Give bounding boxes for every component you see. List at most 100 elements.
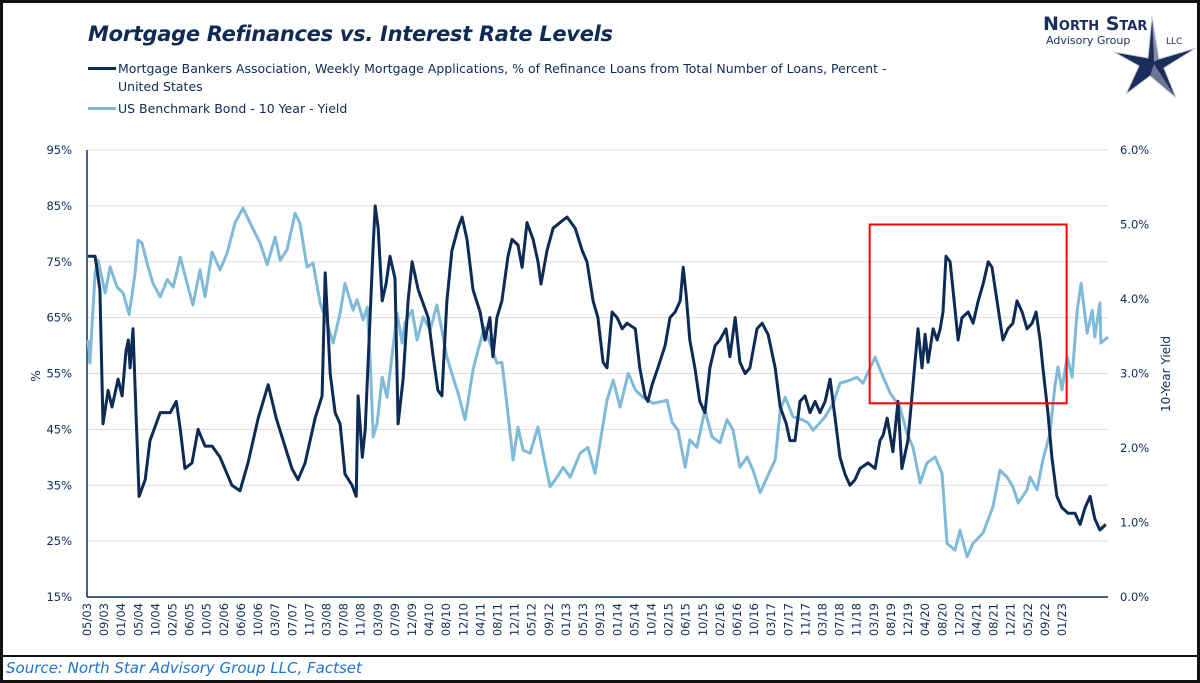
x-tick-label: 12/20 xyxy=(952,603,966,636)
y2-tick-label: 5.0% xyxy=(1120,218,1149,232)
x-tick-label: 03/07 xyxy=(268,603,282,636)
legend-swatch-yield xyxy=(88,107,116,110)
x-tick-label: 07/07 xyxy=(285,603,299,636)
x-tick-label: 03/08 xyxy=(319,603,333,636)
refinance-series-line xyxy=(88,204,1107,532)
x-tick-label: 05/14 xyxy=(627,603,641,636)
yield-series-line xyxy=(86,206,1109,559)
x-tick-label: 01/23 xyxy=(1055,603,1069,636)
x-tick-label: 05/03 xyxy=(80,603,94,636)
logo-subtitle: Advisory Group xyxy=(1046,34,1130,47)
x-tick-label: 11/18 xyxy=(850,603,864,636)
x-tick-label: 08/10 xyxy=(439,603,453,636)
x-tick-label: 03/09 xyxy=(371,603,385,636)
y2-tick-label: 4.0% xyxy=(1120,292,1149,306)
logo-llc: LLC xyxy=(1166,37,1182,47)
x-tick-label: 12/10 xyxy=(456,603,470,636)
x-tick-label: 06/15 xyxy=(679,603,693,636)
y-tick-label: 45% xyxy=(46,422,72,436)
x-tick-label: 11/07 xyxy=(302,603,316,636)
legend: Mortgage Bankers Association, Weekly Mor… xyxy=(88,60,918,122)
tick-labels: 95% 85% 75% 65% 55% 45% 35% 25% 15% 6.0% 5.0% 4.0% 3… xyxy=(46,143,1149,636)
x-tick-label: 08/19 xyxy=(884,603,898,636)
x-tick-label: 02/05 xyxy=(166,603,180,636)
y-tick-label: 75% xyxy=(46,255,72,269)
y-tick-label: 55% xyxy=(46,367,72,381)
x-tick-label: 04/20 xyxy=(918,603,932,636)
x-tick-label: 09/22 xyxy=(1038,603,1052,636)
x-tick-label: 07/17 xyxy=(781,603,795,636)
x-tick-label: 11/17 xyxy=(798,603,812,636)
x-tick-label: 01/14 xyxy=(610,603,624,636)
x-tick-label: 08/20 xyxy=(935,603,949,636)
legend-item-yield: US Benchmark Bond - 10 Year - Yield xyxy=(88,100,918,118)
y-axis-label: % xyxy=(29,370,43,381)
logo-name: North Star xyxy=(1043,13,1147,35)
y-tick-label: 25% xyxy=(46,534,72,548)
axes xyxy=(86,150,1108,598)
x-tick-label: 02/16 xyxy=(713,603,727,636)
x-tick-label: 11/08 xyxy=(354,603,368,636)
x-tick-label: 03/17 xyxy=(764,603,778,636)
x-tick-label: 05/12 xyxy=(525,603,539,636)
x-tick-label: 04/10 xyxy=(422,603,436,636)
x-tick-label: 10/06 xyxy=(251,603,265,636)
y2-tick-label: 3.0% xyxy=(1120,367,1149,381)
x-tick-label: 02/15 xyxy=(662,603,676,636)
highlight-box xyxy=(868,223,1068,405)
y-tick-label: 35% xyxy=(46,478,72,492)
x-tick-label: 12/19 xyxy=(901,603,915,636)
x-tick-label: 05/04 xyxy=(131,603,145,636)
x-tick-label: 08/21 xyxy=(987,603,1001,636)
x-tick-label: 03/18 xyxy=(816,603,830,636)
y2-axis-label: 10-Year Yield xyxy=(1159,336,1173,412)
x-tick-label: 07/18 xyxy=(833,603,847,636)
x-tick-label: 04/21 xyxy=(969,603,983,636)
star-icon xyxy=(1113,15,1197,99)
x-tick-label: 06/05 xyxy=(183,603,197,636)
y-tick-label: 85% xyxy=(46,199,72,213)
legend-swatch-refinance xyxy=(88,67,116,70)
y2-tick-label: 6.0% xyxy=(1120,143,1149,157)
y-tick-label: 65% xyxy=(46,311,72,325)
x-tick-label: 03/19 xyxy=(867,603,881,636)
x-tick-label: 05/22 xyxy=(1021,603,1035,636)
y-tick-label: 95% xyxy=(46,143,72,157)
x-tick-label: 10/15 xyxy=(696,603,710,636)
x-tick-label: 09/03 xyxy=(97,603,111,636)
series-lines xyxy=(86,204,1109,559)
x-tick-label: 07/08 xyxy=(337,603,351,636)
source-divider xyxy=(0,655,1200,657)
y-tick-label: 15% xyxy=(46,590,72,604)
legend-item-refinance: Mortgage Bankers Association, Weekly Mor… xyxy=(88,60,918,96)
north-star-logo: North Star Advisory Group LLC xyxy=(1043,13,1197,99)
x-tick-label: 08/11 xyxy=(491,603,505,636)
chart-title: Mortgage Refinances vs. Interest Rate Le… xyxy=(88,22,613,46)
x-tick-label: 04/11 xyxy=(473,603,487,636)
x-tick-label: 02/06 xyxy=(217,603,231,636)
x-tick-label: 10/04 xyxy=(148,603,162,636)
chart-plot: 95% 85% 75% 65% 55% 45% 35% 25% 15% 6.0% 5.0% 4.0% 3… xyxy=(29,143,1173,636)
y2-tick-label: 0.0% xyxy=(1120,590,1149,604)
x-tick-label: 01/04 xyxy=(114,603,128,636)
y2-tick-label: 2.0% xyxy=(1120,441,1149,455)
x-tick-label: 01/13 xyxy=(559,603,573,636)
legend-label-yield: US Benchmark Bond - 10 Year - Yield xyxy=(118,101,348,116)
source-note: Source: North Star Advisory Group LLC, F… xyxy=(6,659,362,677)
x-tick-label: 07/09 xyxy=(388,603,402,636)
legend-label-refinance: Mortgage Bankers Association, Weekly Mor… xyxy=(118,61,887,94)
x-tick-label: 12/11 xyxy=(508,603,522,636)
x-tick-label: 09/12 xyxy=(542,603,556,636)
x-tick-label: 12/09 xyxy=(405,603,419,636)
x-tick-label: 05/13 xyxy=(576,603,590,636)
gridlines xyxy=(88,149,1108,542)
y2-tick-label: 1.0% xyxy=(1120,516,1149,530)
x-tick-label: 06/16 xyxy=(730,603,744,636)
x-tick-label: 06/06 xyxy=(234,603,248,636)
x-tick-label: 10/14 xyxy=(644,603,658,636)
x-tick-label: 09/13 xyxy=(593,603,607,636)
x-tick-label: 10/16 xyxy=(747,603,761,636)
x-tick-label: 12/21 xyxy=(1004,603,1018,636)
x-tick-label: 10/05 xyxy=(200,603,214,636)
